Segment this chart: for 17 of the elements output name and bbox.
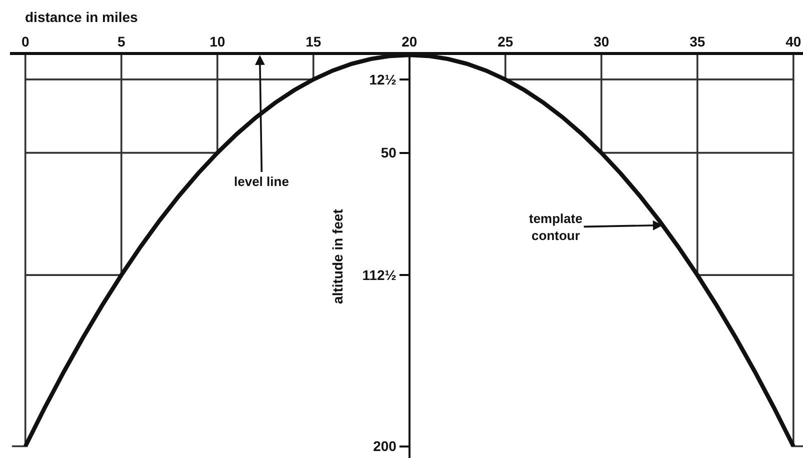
x-tick-label: 0 — [21, 33, 30, 50]
y-tick-label: 112½ — [362, 266, 397, 283]
x-axis-title: distance in miles — [25, 9, 138, 25]
y-tick-label: 50 — [380, 144, 397, 161]
x-tick-label: 40 — [786, 33, 802, 50]
x-tick-label: 25 — [498, 33, 514, 50]
x-tick-label: 20 — [402, 33, 418, 50]
annotation: template contour — [529, 211, 582, 243]
annotation: level line — [234, 174, 289, 189]
x-tick-label: 15 — [306, 33, 322, 50]
x-tick-label: 10 — [210, 33, 226, 50]
x-tick-label: 30 — [594, 33, 610, 50]
y-tick-label: 200 — [373, 438, 397, 454]
y-tick-label: 12½ — [369, 71, 397, 88]
y-axis-title: altitude in feet — [329, 208, 346, 304]
x-tick-label: 35 — [690, 33, 706, 50]
x-tick-label: 5 — [117, 33, 126, 50]
